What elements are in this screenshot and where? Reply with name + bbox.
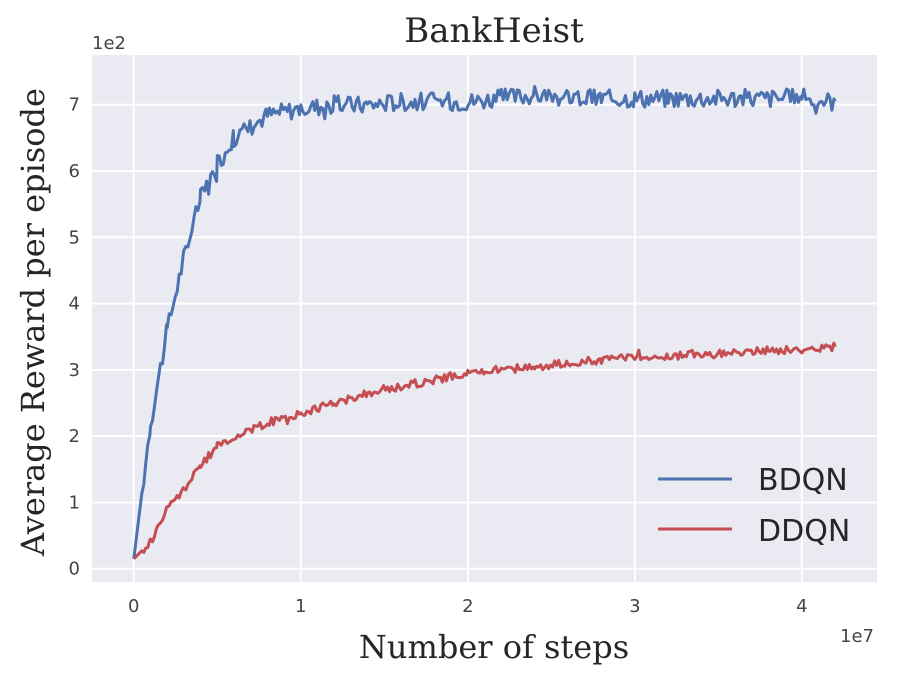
legend-label-ddqn: DDQN	[758, 514, 850, 549]
y-tick-label: 3	[69, 360, 80, 381]
y-tick-label: 7	[69, 95, 80, 116]
y-scale-label: 1e2	[92, 33, 126, 54]
x-tick-label: 3	[629, 596, 640, 617]
grid	[92, 55, 877, 582]
x-tick-label: 2	[462, 596, 473, 617]
plot-background	[92, 55, 877, 582]
ticks: 0 1 2 3 4 0 1 2 3 4 5 6 7	[69, 95, 808, 617]
x-tick-label: 0	[128, 596, 139, 617]
y-tick-label: 2	[69, 426, 80, 447]
series-line-bdqn	[132, 84, 837, 559]
legend: BDQN DDQN	[658, 463, 850, 549]
y-tick-label: 6	[69, 161, 80, 182]
y-tick-label: 1	[69, 492, 80, 513]
y-axis-label: Average Reward per episode	[14, 88, 52, 557]
y-tick-label: 5	[69, 227, 80, 248]
y-tick-label: 0	[69, 559, 80, 580]
y-tick-label: 4	[69, 294, 80, 315]
x-axis-label: Number of steps	[359, 628, 629, 666]
chart-title: BankHeist	[404, 11, 584, 51]
legend-label-bdqn: BDQN	[758, 463, 848, 498]
series-line-ddqn	[132, 341, 837, 560]
x-scale-label: 1e7	[840, 626, 874, 647]
series-layer	[132, 84, 837, 560]
x-tick-label: 1	[295, 596, 306, 617]
x-tick-label: 4	[796, 596, 807, 617]
